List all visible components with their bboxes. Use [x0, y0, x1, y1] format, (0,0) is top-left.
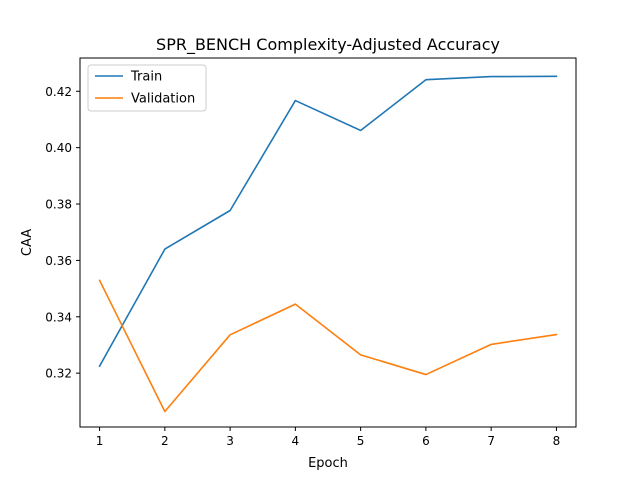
legend-validation-label: Validation: [131, 92, 195, 107]
y-tick-label: 0.34: [45, 310, 72, 324]
x-axis: 1 2 3 4 5 6 7 8: [96, 427, 560, 448]
legend-train-label: Train: [130, 70, 162, 85]
x-tick-label: 6: [422, 434, 430, 448]
series-line-train: [98, 75, 558, 368]
series-line-validation: [98, 279, 558, 413]
x-tick-label: 8: [553, 434, 561, 448]
y-tick-label: 0.36: [45, 254, 72, 268]
x-tick-label: 2: [161, 434, 169, 448]
legend: Train Validation: [87, 64, 207, 112]
plot-area: [98, 75, 558, 413]
x-tick-label: 3: [226, 434, 234, 448]
axes-frame: [79, 57, 577, 428]
y-tick-label: 0.32: [45, 367, 72, 381]
x-tick-label: 4: [292, 434, 300, 448]
y-tick-label: 0.38: [45, 198, 72, 212]
y-tick-label: 0.42: [45, 85, 72, 99]
x-axis-label: Epoch: [308, 456, 348, 471]
x-tick-label: 5: [357, 434, 365, 448]
y-axis: 0.32 0.34 0.36 0.38 0.40 0.42: [45, 85, 80, 381]
chart-title: SPR_BENCH Complexity-Adjusted Accuracy: [156, 35, 500, 55]
y-axis-label: CAA: [20, 229, 35, 256]
x-tick-label: 7: [487, 434, 495, 448]
x-tick-label: 1: [96, 434, 104, 448]
y-tick-label: 0.40: [45, 141, 72, 155]
